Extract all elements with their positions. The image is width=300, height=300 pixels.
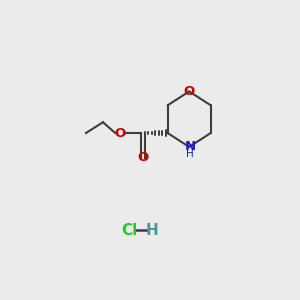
Text: H: H — [146, 223, 159, 238]
Text: N: N — [184, 140, 196, 153]
Text: O: O — [137, 151, 148, 164]
Text: Cl: Cl — [121, 223, 137, 238]
Text: O: O — [114, 127, 125, 140]
Text: H: H — [186, 149, 194, 159]
Text: O: O — [184, 85, 195, 98]
